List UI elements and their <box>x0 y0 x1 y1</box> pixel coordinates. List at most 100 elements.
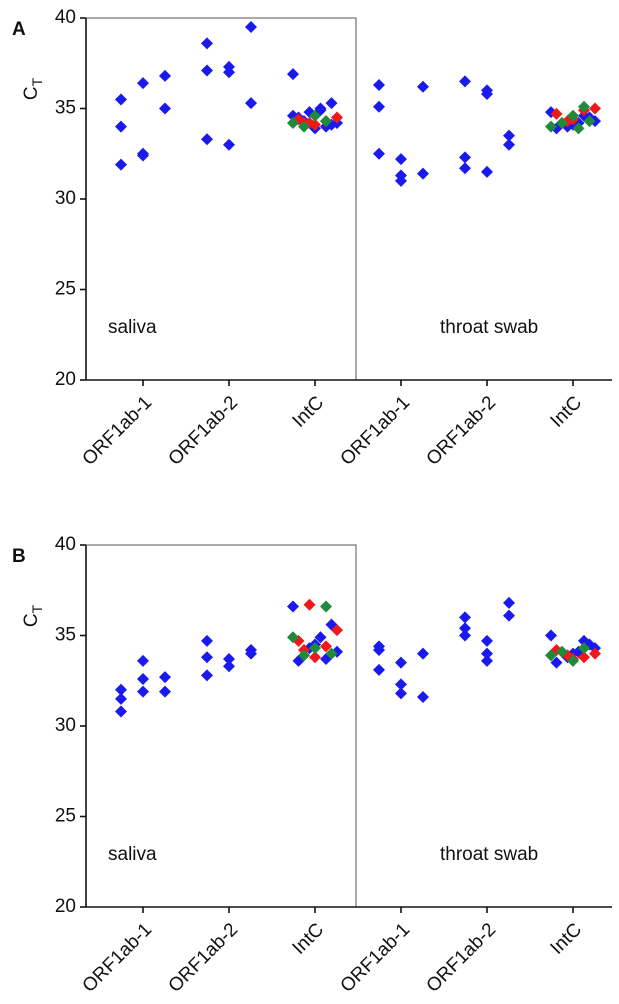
panel-label: B <box>12 546 26 567</box>
data-point <box>503 596 515 609</box>
data-point <box>459 629 471 642</box>
data-point <box>373 663 385 676</box>
data-point <box>137 672 149 685</box>
data-point <box>115 705 127 718</box>
data-point <box>115 120 127 133</box>
y-tick-label: 25 <box>55 279 76 300</box>
x-tick-label: IntC <box>547 392 586 431</box>
data-point <box>572 122 585 135</box>
y-axis-label: CT <box>21 604 45 627</box>
data-point <box>137 149 149 162</box>
x-tick-label: ORF1ab-1 <box>79 919 157 997</box>
data-point <box>159 671 171 684</box>
data-point <box>583 115 596 128</box>
y-tick-label: 20 <box>55 896 76 917</box>
data-point <box>395 153 407 166</box>
y-label-sub: T <box>29 77 45 86</box>
data-point <box>481 84 493 97</box>
data-point <box>159 69 171 82</box>
data-point <box>298 649 310 662</box>
data-point <box>373 640 385 653</box>
data-point <box>287 116 299 129</box>
data-point <box>201 669 213 682</box>
data-point <box>481 654 493 667</box>
data-point <box>556 645 568 658</box>
group-label: throat swab <box>440 317 538 338</box>
data-point <box>589 102 601 115</box>
y-tick-label: 30 <box>55 715 76 736</box>
data-point <box>309 118 321 131</box>
data-point <box>137 685 149 698</box>
data-point <box>459 75 471 88</box>
data-point <box>331 624 343 637</box>
data-point <box>459 162 471 175</box>
group-label: saliva <box>108 844 157 865</box>
data-point <box>115 683 127 696</box>
data-point <box>201 634 213 647</box>
x-tick-label: ORF1ab-2 <box>423 392 501 470</box>
x-tick-label: ORF1ab-1 <box>337 392 415 470</box>
data-point <box>550 107 563 120</box>
data-point <box>395 169 407 182</box>
x-tick-label: ORF1ab-1 <box>337 919 415 997</box>
y-tick-label: 35 <box>55 625 76 646</box>
data-point <box>287 600 299 613</box>
data-point <box>314 631 327 644</box>
data-point <box>578 642 590 655</box>
data-point <box>223 138 235 151</box>
data-point <box>395 687 407 700</box>
x-tick-label: ORF1ab-2 <box>165 919 243 997</box>
group-label: saliva <box>108 317 157 338</box>
x-tick-label: ORF1ab-1 <box>79 392 157 470</box>
panel-label: A <box>12 19 26 40</box>
data-point <box>137 77 149 90</box>
data-point <box>159 685 171 698</box>
x-tick-label: IntC <box>289 392 328 431</box>
data-point <box>567 654 579 667</box>
data-point <box>320 600 332 613</box>
data-point <box>201 651 213 664</box>
data-point <box>545 649 557 662</box>
data-point <box>115 158 127 171</box>
data-point <box>373 147 385 160</box>
data-point <box>201 37 213 50</box>
x-tick-label: IntC <box>289 919 328 958</box>
data-point <box>545 629 557 642</box>
data-point <box>320 640 332 653</box>
data-point <box>201 133 213 146</box>
data-point <box>417 691 429 704</box>
data-point <box>578 634 590 647</box>
data-point <box>115 692 127 705</box>
data-point <box>503 609 515 622</box>
data-point <box>245 21 257 34</box>
y-label-main: C <box>21 613 42 627</box>
y-tick-label: 25 <box>55 806 76 827</box>
y-axis-label: CT <box>21 77 45 100</box>
data-point <box>245 647 257 660</box>
data-point <box>115 93 127 106</box>
data-point <box>545 120 557 133</box>
y-tick-label: 35 <box>55 98 76 119</box>
data-point <box>309 651 321 664</box>
x-tick-label: ORF1ab-2 <box>165 392 243 470</box>
data-point <box>459 611 471 624</box>
data-point <box>459 622 471 635</box>
data-point <box>201 64 213 77</box>
data-point <box>331 111 343 124</box>
data-point <box>395 656 407 669</box>
y-tick-label: 40 <box>55 7 76 28</box>
data-point <box>373 100 385 113</box>
data-point <box>159 102 171 115</box>
data-point <box>550 656 563 669</box>
data-point <box>481 165 493 178</box>
data-point <box>417 647 429 660</box>
x-tick-label: IntC <box>547 919 586 958</box>
data-point <box>137 654 149 667</box>
data-point <box>303 598 316 611</box>
data-point <box>245 97 257 110</box>
y-label-sub: T <box>29 604 45 613</box>
data-point <box>556 116 568 129</box>
data-point <box>589 647 601 660</box>
data-point <box>578 100 590 113</box>
